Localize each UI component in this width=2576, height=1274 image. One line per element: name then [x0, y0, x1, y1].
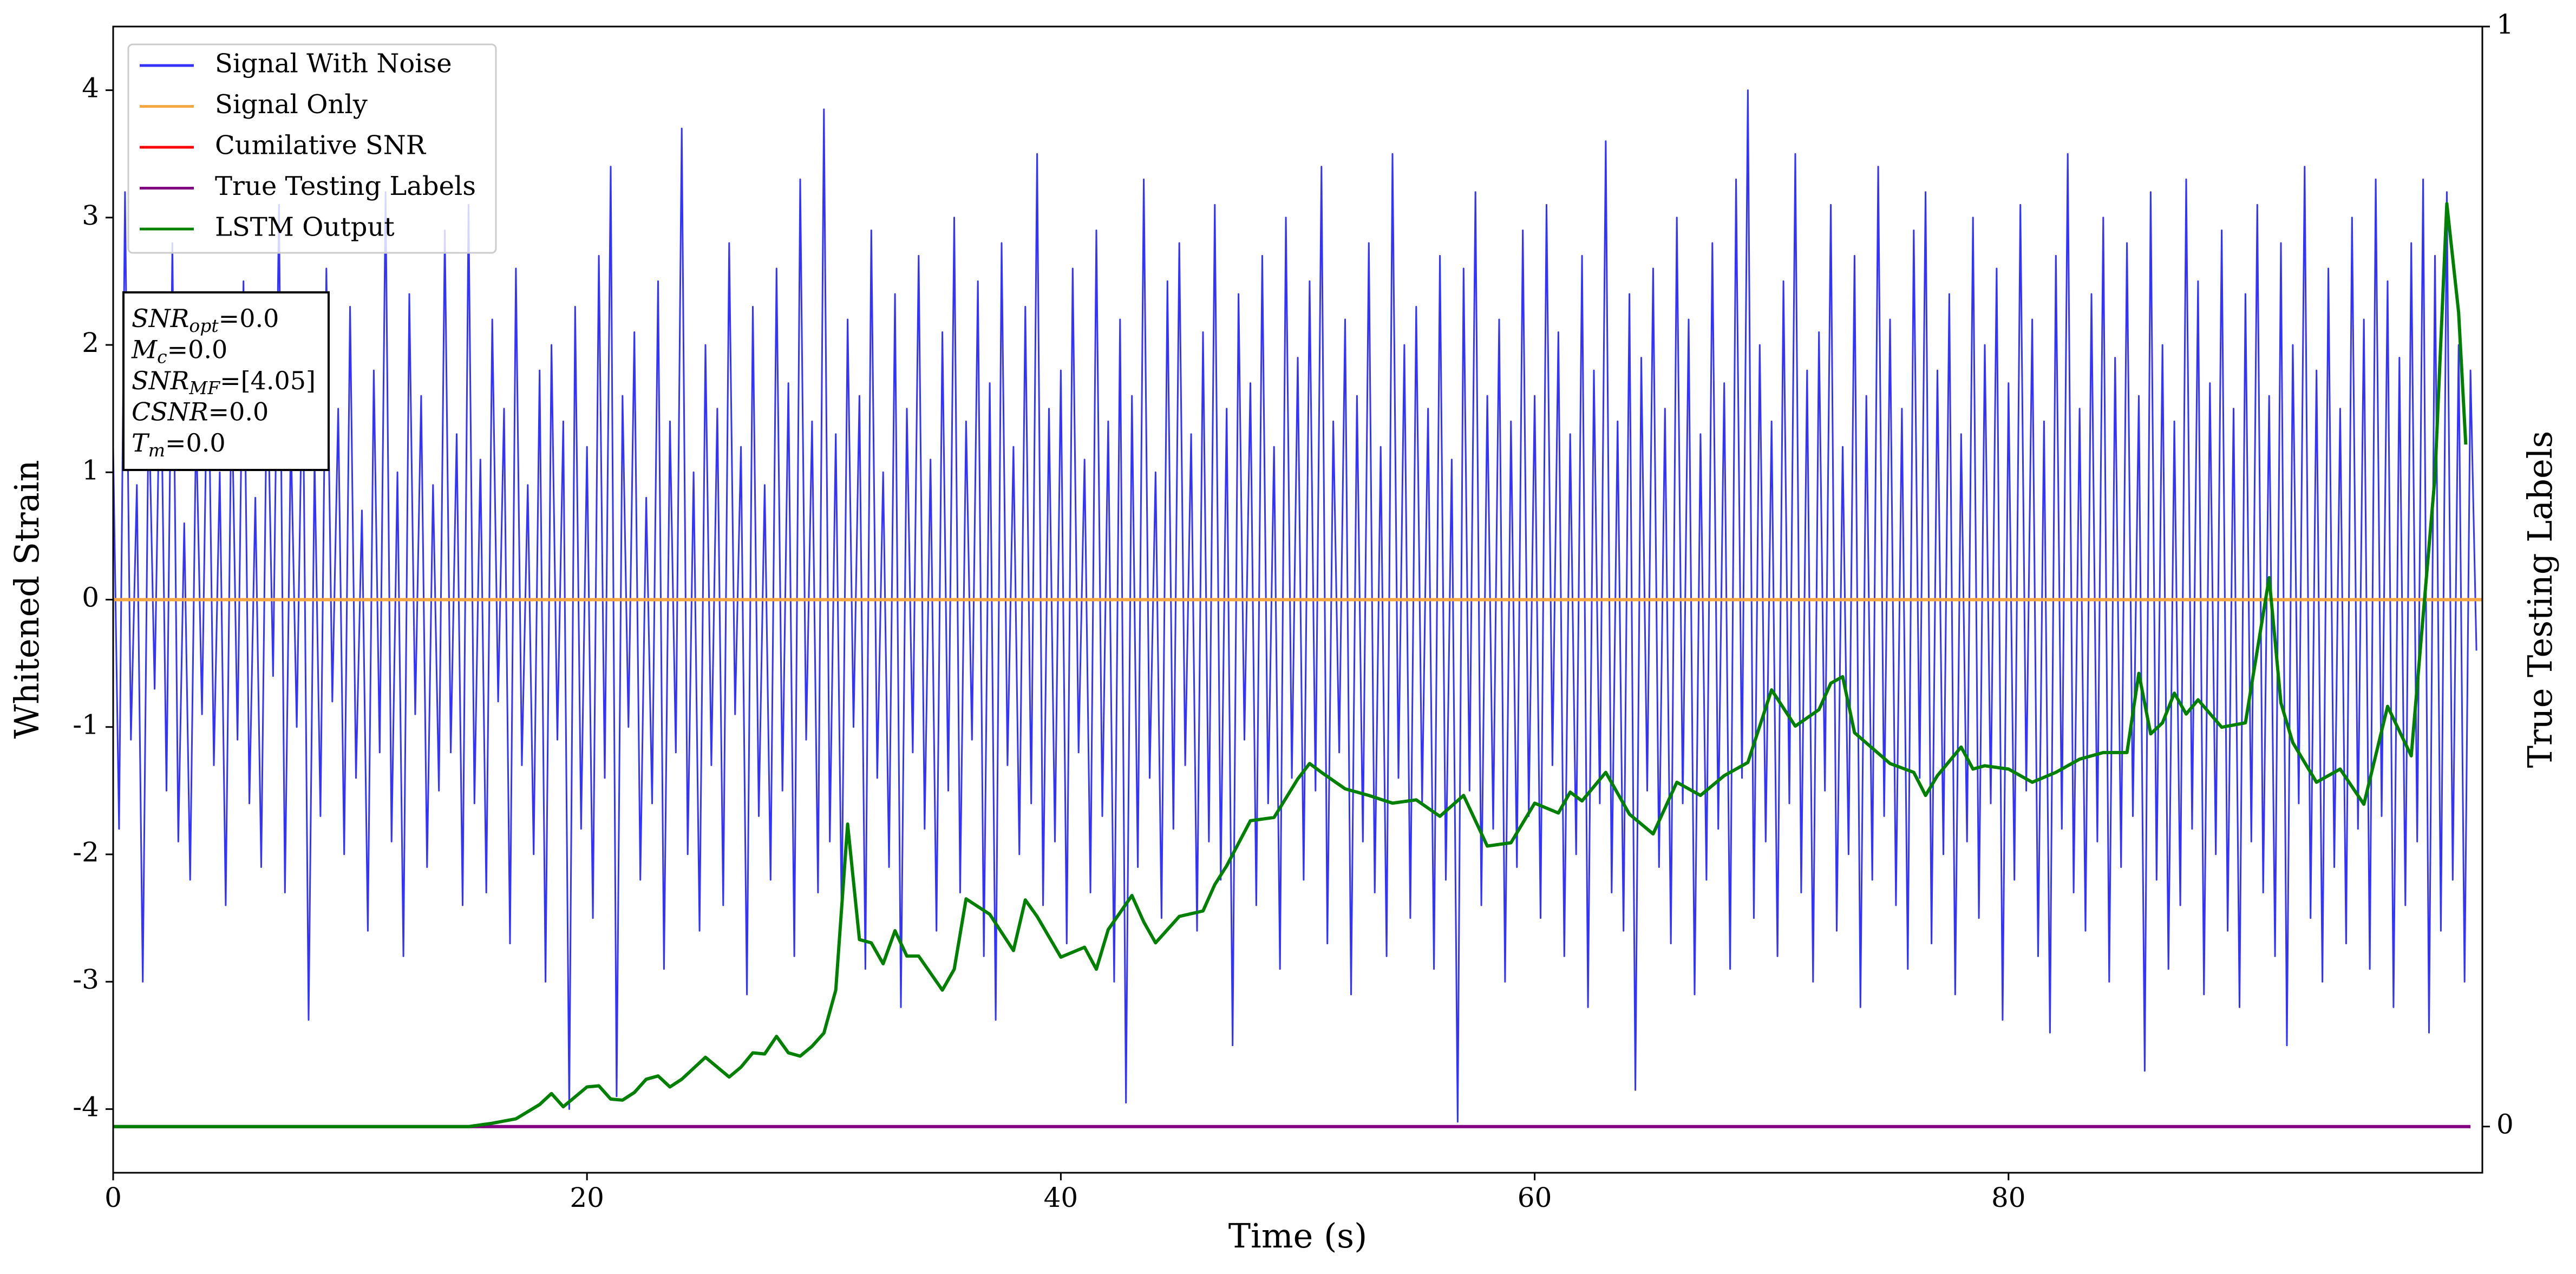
- annotation-symbol: SNR: [132, 366, 189, 395]
- annotation-symbol: M: [131, 335, 158, 364]
- legend: Signal With Noise Signal Only Cumilative S…: [127, 43, 497, 254]
- y-tick-label: -2: [73, 837, 99, 868]
- annotation-line: Mc=0.0: [131, 335, 227, 368]
- annotation-value: =[4.05]: [220, 366, 316, 395]
- x-tick-label: 0: [104, 1182, 122, 1213]
- annotation-subscript: MF: [188, 377, 220, 398]
- y-tick-label: 3: [82, 200, 99, 231]
- legend-box: [127, 43, 497, 254]
- plot-area: [112, 89, 2482, 1128]
- annotation-value: =0.0: [165, 428, 226, 458]
- annotation-value: =0.0: [167, 335, 228, 364]
- y2-axis-label: True Testing Labels: [2520, 431, 2560, 768]
- annotation-symbol: SNR: [132, 304, 189, 333]
- x-tick-label: 80: [1991, 1182, 2026, 1213]
- annotation-line: SNRopt=0.0: [132, 304, 279, 336]
- annotation-line: SNRMF=[4.05]: [132, 366, 316, 398]
- series-line: [112, 89, 2477, 1123]
- y-tick-label: -3: [73, 964, 99, 995]
- annotation-line: CSNR=0.0: [132, 397, 269, 427]
- annotation-frame: [122, 291, 330, 471]
- y2-tick-label: 0: [2496, 1109, 2514, 1140]
- y-axis-label: Whitened Strain: [7, 460, 47, 739]
- y-tick-label: 2: [82, 327, 99, 358]
- annotation-value: =0.0: [208, 397, 269, 427]
- y-tick-label: 1: [82, 454, 99, 486]
- y-tick-label: -1: [73, 709, 99, 741]
- y-tick-label: 0: [82, 582, 99, 613]
- annotation-line: Tm=0.0: [132, 428, 226, 461]
- y-tick-label: 4: [82, 73, 99, 104]
- annotation-subscript: m: [148, 440, 165, 461]
- legend-label: LSTM Output: [215, 212, 395, 243]
- annotation-box: SNRopt=0.0Mc=0.0SNRMF=[4.05]CSNR=0.0Tm=0…: [122, 291, 330, 471]
- y2-tick-label: 1: [2496, 9, 2514, 40]
- legend-label: True Testing Labels: [215, 171, 476, 201]
- x-tick-label: 60: [1518, 1182, 1552, 1213]
- legend-label: Cumilative SNR: [215, 130, 427, 161]
- legend-label: Signal Only: [215, 89, 368, 120]
- x-axis-label: Time (s): [1228, 1216, 1368, 1256]
- annotation-subscript: opt: [189, 315, 219, 336]
- x-tick-label: 20: [570, 1182, 604, 1213]
- annotation-subscript: c: [157, 347, 167, 368]
- y-tick-label: -4: [73, 1091, 99, 1122]
- annotation-symbol: T: [132, 428, 150, 458]
- series-line: [113, 202, 2468, 1128]
- annotation-symbol: CSNR: [132, 397, 208, 427]
- legend-label: Signal With Noise: [215, 49, 452, 79]
- annotation-value: =0.0: [219, 304, 279, 333]
- x-tick-label: 40: [1044, 1182, 1078, 1213]
